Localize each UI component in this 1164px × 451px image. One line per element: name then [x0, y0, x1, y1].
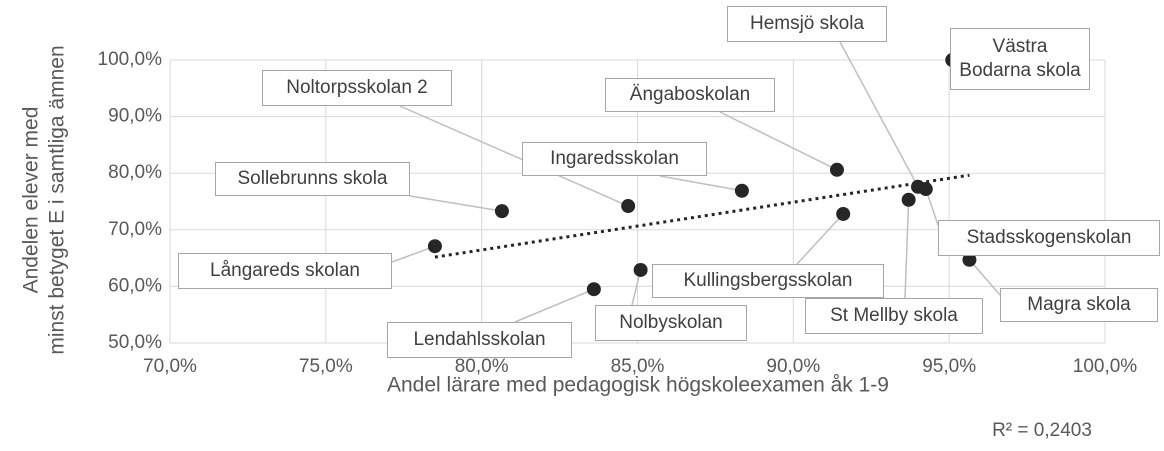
point-label: Nolbyskolan — [595, 305, 747, 341]
leader-line — [796, 213, 844, 265]
leader-line — [409, 195, 503, 212]
x-tick-label: 75,0% — [299, 356, 353, 377]
point — [829, 162, 844, 177]
point — [836, 206, 851, 221]
leader-line — [659, 175, 743, 192]
x-tick-label: 80,0% — [455, 356, 509, 377]
point-label: Ingaredsskolan — [522, 142, 707, 176]
x-tick-label: 90,0% — [766, 356, 820, 377]
y-tick-label: 100,0% — [98, 49, 163, 70]
point-label: Lendahlsskolan — [387, 322, 572, 358]
x-tick-label: 100,0% — [1073, 356, 1138, 377]
x-tick-label: 95,0% — [922, 356, 976, 377]
trendline — [434, 173, 970, 259]
y-tick-label: 80,0% — [108, 162, 162, 183]
leader-line — [839, 41, 919, 188]
point-label: Stadsskogenskolan — [938, 220, 1160, 256]
x-tick-label: 85,0% — [611, 356, 665, 377]
leader-line — [719, 111, 838, 171]
y-axis-title: Andelen elever med — [20, 107, 43, 294]
point — [918, 182, 933, 197]
leader-line — [399, 105, 629, 207]
point-label: Noltorpsskolan 2 — [262, 70, 452, 106]
x-tick-label: 70,0% — [143, 356, 197, 377]
y-tick-label: 50,0% — [108, 332, 162, 353]
leader-line — [904, 199, 910, 299]
point-label: Kullingsbergsskolan — [652, 264, 884, 298]
y-tick-label: 70,0% — [108, 219, 162, 240]
x-axis-title: Andel lärare med pedagogisk högskoleexam… — [387, 374, 889, 397]
point-label: Ängaboskolan — [605, 78, 775, 112]
leader-line — [514, 288, 595, 323]
point-label: St Mellby skola — [805, 298, 983, 334]
point-label: Sollebrunns skola — [215, 162, 410, 196]
point — [962, 252, 977, 267]
point — [734, 183, 749, 198]
y-axis-title: minst betyget E i samtliga ämnen — [46, 45, 69, 354]
point — [494, 204, 509, 219]
point — [633, 262, 648, 277]
point-label: Långareds skolan — [178, 253, 392, 289]
point — [901, 192, 916, 207]
point — [427, 239, 442, 254]
point-label: Magra skola — [1000, 288, 1158, 322]
point-label: Västra Bodarna skola — [950, 28, 1090, 90]
y-tick-label: 60,0% — [108, 275, 162, 296]
point — [621, 199, 636, 214]
leader-line — [391, 245, 436, 263]
point — [586, 282, 601, 297]
annotation: R² = 0,2403 — [992, 420, 1092, 441]
y-tick-label: 90,0% — [108, 106, 162, 127]
point-label: Hemsjö skola — [727, 6, 887, 42]
leader-line — [968, 259, 1001, 296]
